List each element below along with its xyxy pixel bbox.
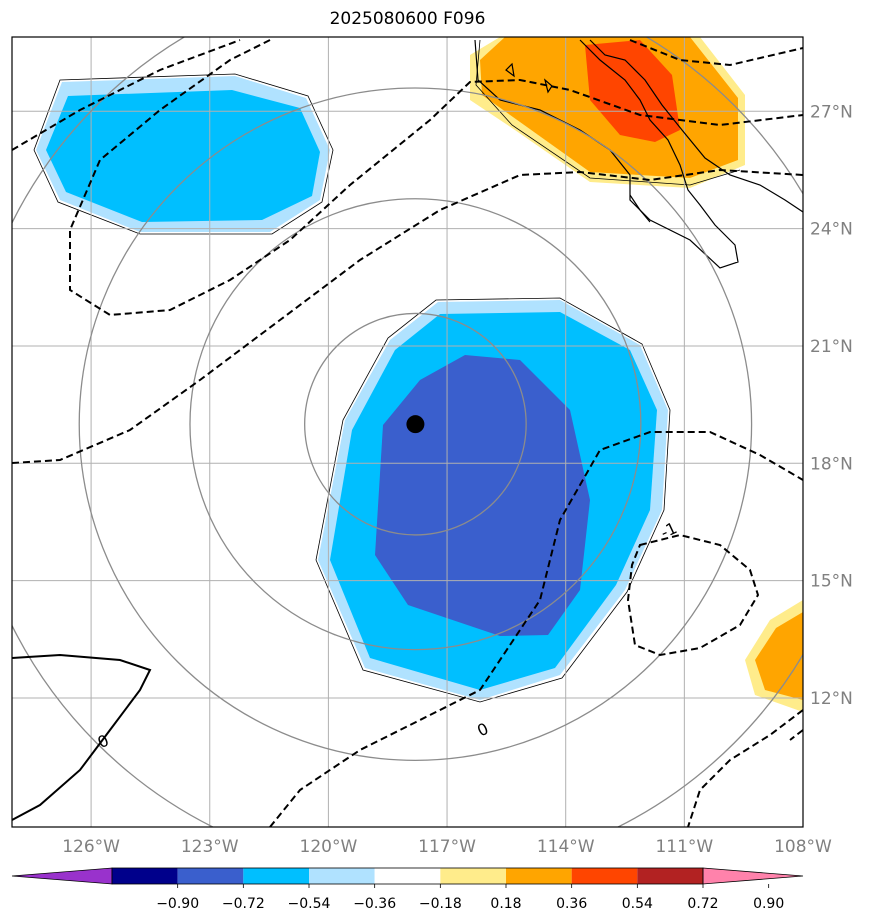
latitude-tick-label: 21°N bbox=[810, 337, 853, 357]
graticule bbox=[12, 37, 803, 827]
colorbar-swatch bbox=[440, 868, 506, 884]
contour-label: 0 bbox=[95, 731, 112, 753]
colorbar-swatch bbox=[243, 868, 309, 884]
solid-contours bbox=[12, 653, 152, 821]
longitude-tick-label: 114°W bbox=[537, 837, 595, 857]
colorbar-swatch bbox=[309, 868, 375, 884]
colorbar-tick-label: −0.36 bbox=[353, 896, 396, 912]
contour-label: -1 bbox=[657, 518, 679, 542]
range-ring bbox=[78, 87, 753, 762]
latitude-tick-label: 18°N bbox=[810, 454, 853, 474]
shading-outlines bbox=[33, 39, 741, 703]
longitude-tick-labels: 126°W 123°W 120°W 117°W 114°W 111°W 108°W bbox=[62, 837, 832, 857]
colorbar-swatch bbox=[177, 868, 244, 884]
colorbar-extend-high bbox=[702, 867, 804, 885]
colorbar-tick-label: −0.18 bbox=[419, 896, 462, 912]
range-rings bbox=[12, 37, 803, 827]
longitude-tick-label: 126°W bbox=[62, 837, 120, 857]
longitude-tick-label: 108°W bbox=[774, 837, 832, 857]
longitude-tick-label: 111°W bbox=[655, 837, 713, 857]
longitude-tick-label: 123°W bbox=[181, 837, 239, 857]
colorbar-swatch bbox=[506, 868, 572, 884]
colorbar-tick-label: 0.90 bbox=[753, 896, 784, 912]
map-title: 2025080600 F096 bbox=[329, 9, 486, 29]
colorbar-swatch bbox=[374, 868, 441, 884]
latitude-tick-label: 15°N bbox=[810, 572, 853, 592]
latitude-tick-label: 12°N bbox=[810, 689, 853, 709]
longitude-tick-label: 120°W bbox=[300, 837, 358, 857]
colorbar-tick-label: −0.90 bbox=[156, 896, 199, 912]
colorbar-tick-label: 0.18 bbox=[490, 896, 521, 912]
se-positive-mid bbox=[755, 612, 803, 700]
colorbar-extend-low bbox=[11, 867, 113, 885]
dashed-contours bbox=[12, 39, 803, 827]
colorbar-tick-label: 0.36 bbox=[556, 896, 587, 912]
colorbar-tick-label: 0.72 bbox=[687, 896, 718, 912]
colorbar-swatch bbox=[112, 868, 178, 884]
range-ring bbox=[189, 198, 642, 651]
contour-label: 0 bbox=[474, 719, 491, 741]
nw-negative-core bbox=[46, 90, 320, 222]
ne-positive-inner bbox=[585, 40, 680, 142]
storm-center-marker bbox=[406, 415, 425, 434]
colorbar-tick-label: 0.54 bbox=[622, 896, 653, 912]
latitude-tick-label: 27°N bbox=[810, 102, 853, 122]
map-frame bbox=[11, 36, 804, 828]
colorbar-tick-label: −0.72 bbox=[222, 896, 265, 912]
latitude-tick-label: 24°N bbox=[810, 220, 853, 240]
range-ring bbox=[304, 312, 527, 536]
colorbar: −0.90 −0.72 −0.54 −0.36 −0.18 0.18 0.36 0.54 0.7… bbox=[11, 867, 804, 912]
colorbar-tick-label: −0.54 bbox=[288, 896, 331, 912]
colorbar-outline bbox=[111, 867, 704, 885]
colorbar-swatch bbox=[571, 868, 638, 884]
longitude-tick-label: 117°W bbox=[418, 837, 476, 857]
colorbar-swatch bbox=[637, 868, 703, 884]
cyclone-negative-core bbox=[375, 355, 590, 636]
anomaly-shading bbox=[36, 37, 803, 712]
latitude-tick-labels: 12°N 15°N 18°N 21°N 24°N 27°N bbox=[810, 102, 853, 709]
